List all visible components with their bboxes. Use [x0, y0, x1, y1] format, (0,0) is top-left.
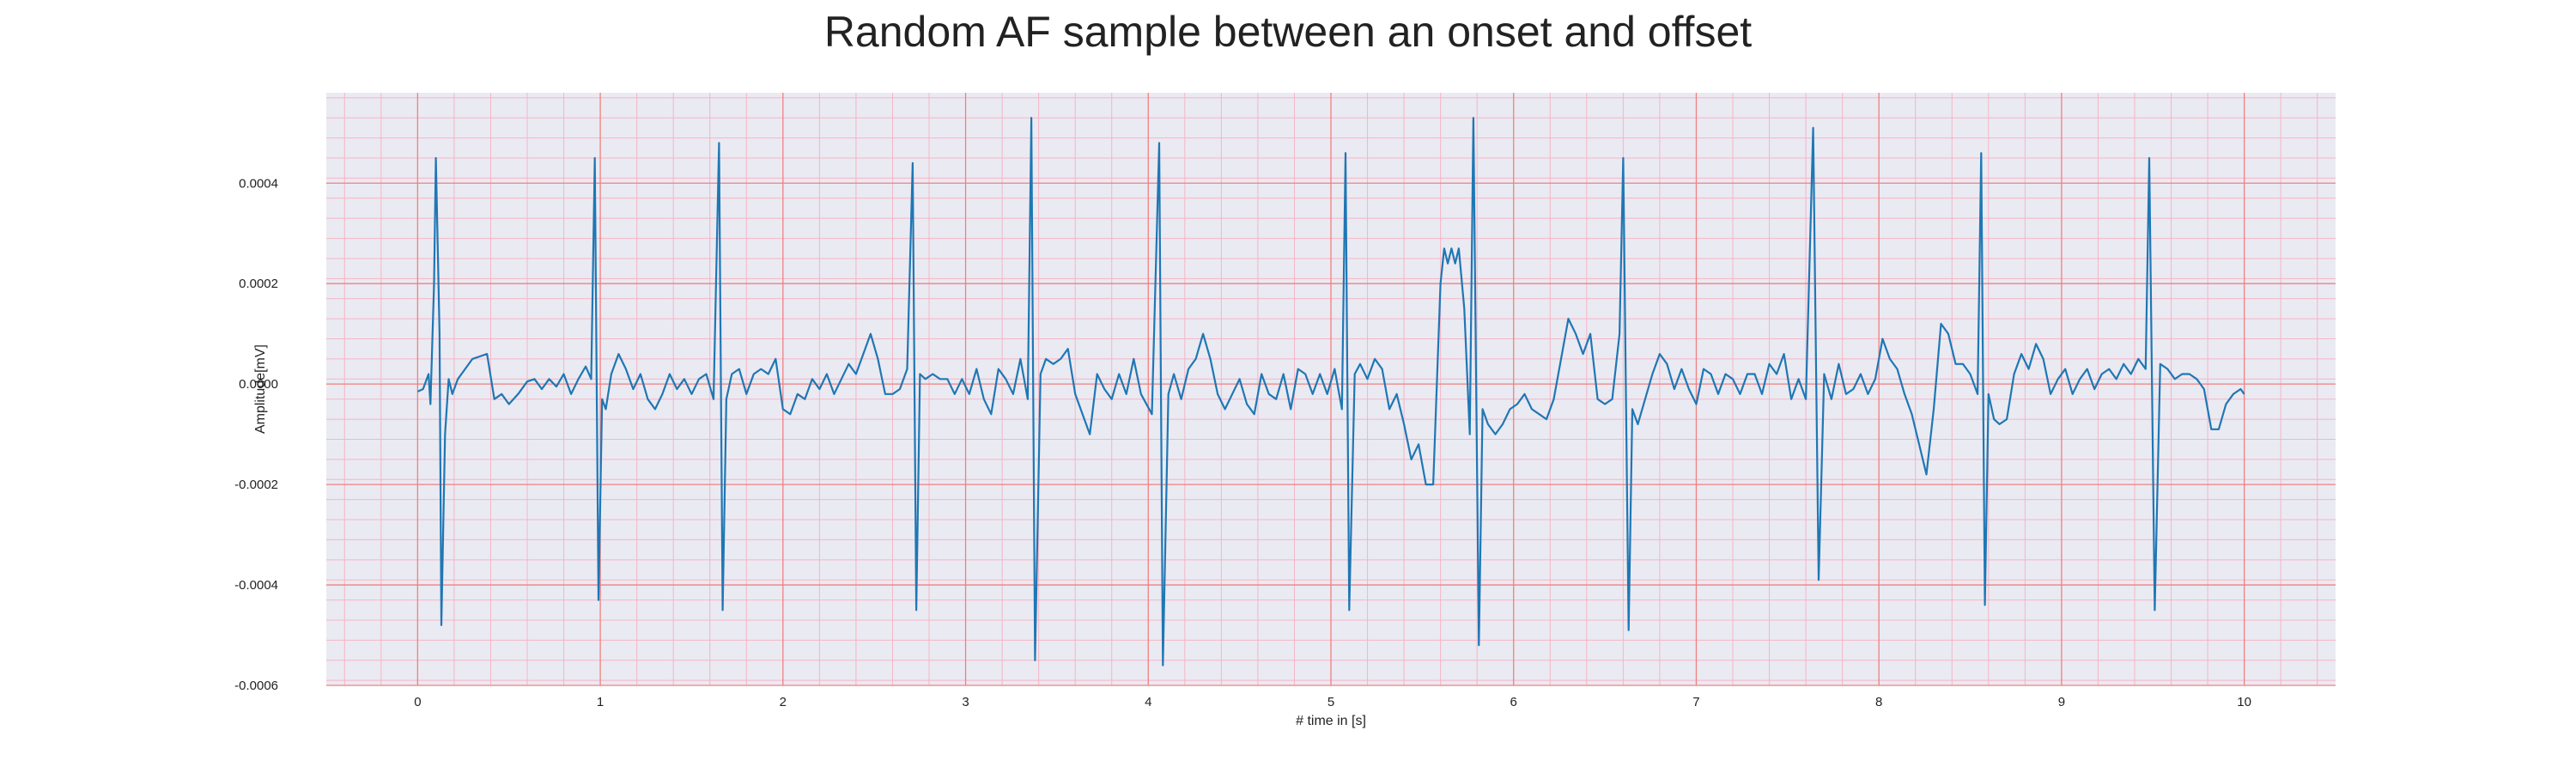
- x-tick-label: 3: [962, 695, 969, 709]
- x-axis-ticks: 0 1 2 3 4 5 6 7 8 9 10: [414, 695, 2251, 709]
- series-line: [416, 117, 2245, 666]
- y-tick-label: -0.0004: [234, 578, 278, 593]
- x-tick-label: 7: [1692, 695, 1699, 709]
- y-tick-label: -0.0002: [234, 478, 278, 492]
- x-tick-label: 2: [780, 695, 787, 709]
- x-axis-label: # time in [s]: [1296, 714, 1366, 728]
- x-tick-label: 6: [1510, 695, 1517, 709]
- x-tick-label: 10: [2237, 695, 2251, 709]
- y-tick-label: -0.0006: [234, 679, 278, 693]
- chart-title: Random AF sample between an onset and of…: [823, 8, 1753, 56]
- x-tick-label: 9: [2058, 695, 2065, 709]
- y-tick-label: 0.0000: [239, 377, 278, 392]
- y-tick-label: 0.0004: [239, 176, 278, 191]
- y-tick-label: 0.0002: [239, 277, 278, 291]
- y-axis-label: Amplitude[mV]: [253, 344, 268, 434]
- x-tick-label: 4: [1145, 695, 1151, 709]
- x-tick-label: 5: [1327, 695, 1334, 709]
- x-tick-label: 1: [597, 695, 604, 709]
- x-tick-label: 0: [414, 695, 421, 709]
- y-axis-ticks: 0.0004 0.0002 0.0000 -0.0002 -0.0004 -0.0006: [234, 176, 278, 693]
- x-tick-label: 8: [1875, 695, 1882, 709]
